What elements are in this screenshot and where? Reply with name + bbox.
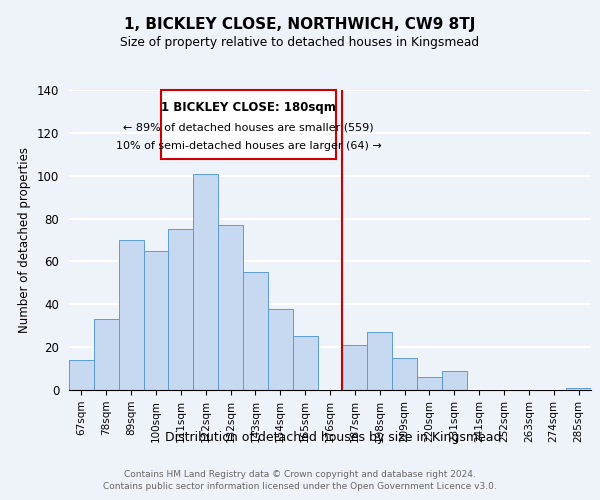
Bar <box>169 230 193 390</box>
Bar <box>268 308 293 390</box>
Bar <box>143 250 169 390</box>
Bar <box>566 388 591 390</box>
Bar <box>442 370 467 390</box>
Text: 1, BICKLEY CLOSE, NORTHWICH, CW9 8TJ: 1, BICKLEY CLOSE, NORTHWICH, CW9 8TJ <box>124 18 476 32</box>
Bar <box>293 336 317 390</box>
Text: 10% of semi-detached houses are larger (64) →: 10% of semi-detached houses are larger (… <box>116 142 382 152</box>
Text: Distribution of detached houses by size in Kingsmead: Distribution of detached houses by size … <box>165 431 501 444</box>
Bar <box>69 360 94 390</box>
Bar <box>367 332 392 390</box>
Bar <box>193 174 218 390</box>
Bar <box>243 272 268 390</box>
Bar <box>94 320 119 390</box>
Text: Contains public sector information licensed under the Open Government Licence v3: Contains public sector information licen… <box>103 482 497 491</box>
Y-axis label: Number of detached properties: Number of detached properties <box>19 147 31 333</box>
Bar <box>218 225 243 390</box>
Bar <box>417 377 442 390</box>
FancyBboxPatch shape <box>161 90 336 158</box>
Bar <box>392 358 417 390</box>
Text: Contains HM Land Registry data © Crown copyright and database right 2024.: Contains HM Land Registry data © Crown c… <box>124 470 476 479</box>
Bar <box>119 240 143 390</box>
Text: Size of property relative to detached houses in Kingsmead: Size of property relative to detached ho… <box>121 36 479 49</box>
Text: ← 89% of detached houses are smaller (559): ← 89% of detached houses are smaller (55… <box>123 122 374 132</box>
Text: 1 BICKLEY CLOSE: 180sqm: 1 BICKLEY CLOSE: 180sqm <box>161 100 336 114</box>
Bar <box>343 345 367 390</box>
